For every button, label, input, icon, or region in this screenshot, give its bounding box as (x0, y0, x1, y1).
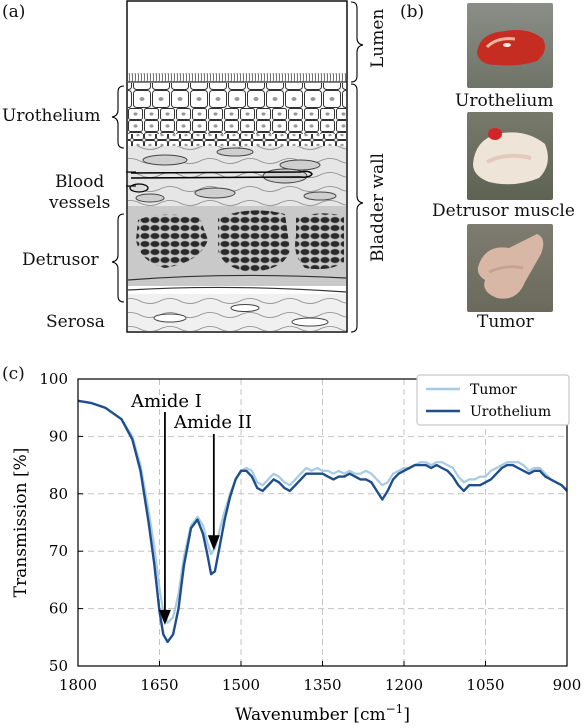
x-tick-label: 1650 (140, 676, 178, 694)
chart-ticks: 1800 1650 1500 1350 1200 1050 900 50 60 70 80 90 100 (39, 370, 581, 694)
series-line-tumor (77, 399, 568, 624)
annotation-amide-ii: Amide II (173, 412, 252, 433)
transmission-chart: 1800 1650 1500 1350 1200 1050 900 50 60 70 80 90 100… (11, 370, 581, 725)
label-serosa: Serosa (46, 312, 105, 332)
caption-detrusor: Detrusor muscle (432, 201, 575, 221)
label-blood: Blood (55, 172, 105, 192)
x-tick-label: 1800 (59, 676, 97, 694)
y-tick-label: 50 (49, 657, 68, 675)
y-tick-label: 60 (49, 600, 68, 618)
urothelium-villi (128, 72, 346, 83)
tumor-sample-image (477, 234, 544, 299)
x-tick-label: 1500 (222, 676, 260, 694)
x-tick-label: 1350 (303, 676, 341, 694)
y-tick-label: 70 (49, 542, 68, 560)
series-line-urothelium (77, 399, 568, 644)
label-vessels: vessels (49, 193, 111, 213)
caption-tumor: Tumor (477, 312, 534, 332)
x-tick-label: 1050 (466, 676, 504, 694)
legend-label-tumor: Tumor (470, 382, 517, 398)
x-axis-label: Wavenumber [cm−1] (235, 702, 410, 725)
label-detrusor: Detrusor (22, 250, 99, 270)
label-bladder-wall: Bladder wall (368, 153, 388, 262)
urothelium-sample-image (477, 30, 545, 66)
photo-tumor (467, 224, 553, 312)
arrow-amide-ii-head (207, 535, 220, 551)
y-tick-label: 80 (49, 485, 68, 503)
photo-detrusor (467, 112, 553, 200)
arrow-amide-i-head (158, 609, 171, 625)
panel-label-b: (b) (400, 2, 425, 22)
label-lumen: Lumen (368, 8, 388, 68)
x-tick-label: 1200 (385, 676, 423, 694)
chart-lines (77, 399, 568, 644)
chart-legend: Tumor Urothelium (416, 374, 570, 426)
detrusor-sample-image (473, 128, 548, 185)
x-tick-label: 900 (553, 676, 582, 694)
legend-label-urothelium: Urothelium (470, 404, 551, 420)
caption-urothelium: Urothelium (455, 91, 554, 111)
bladder-wall-diagram (111, 0, 364, 333)
y-tick-label: 100 (39, 370, 68, 388)
y-tick-label: 90 (49, 427, 68, 445)
photo-urothelium (467, 3, 553, 88)
y-axis-label: Transmission [%] (11, 448, 31, 598)
panel-label-a: (a) (2, 2, 26, 22)
annotation-amide-i: Amide I (130, 391, 202, 412)
legend-box (416, 374, 570, 426)
label-urothelium: Urothelium (2, 106, 101, 126)
panel-label-c: (c) (2, 364, 25, 384)
